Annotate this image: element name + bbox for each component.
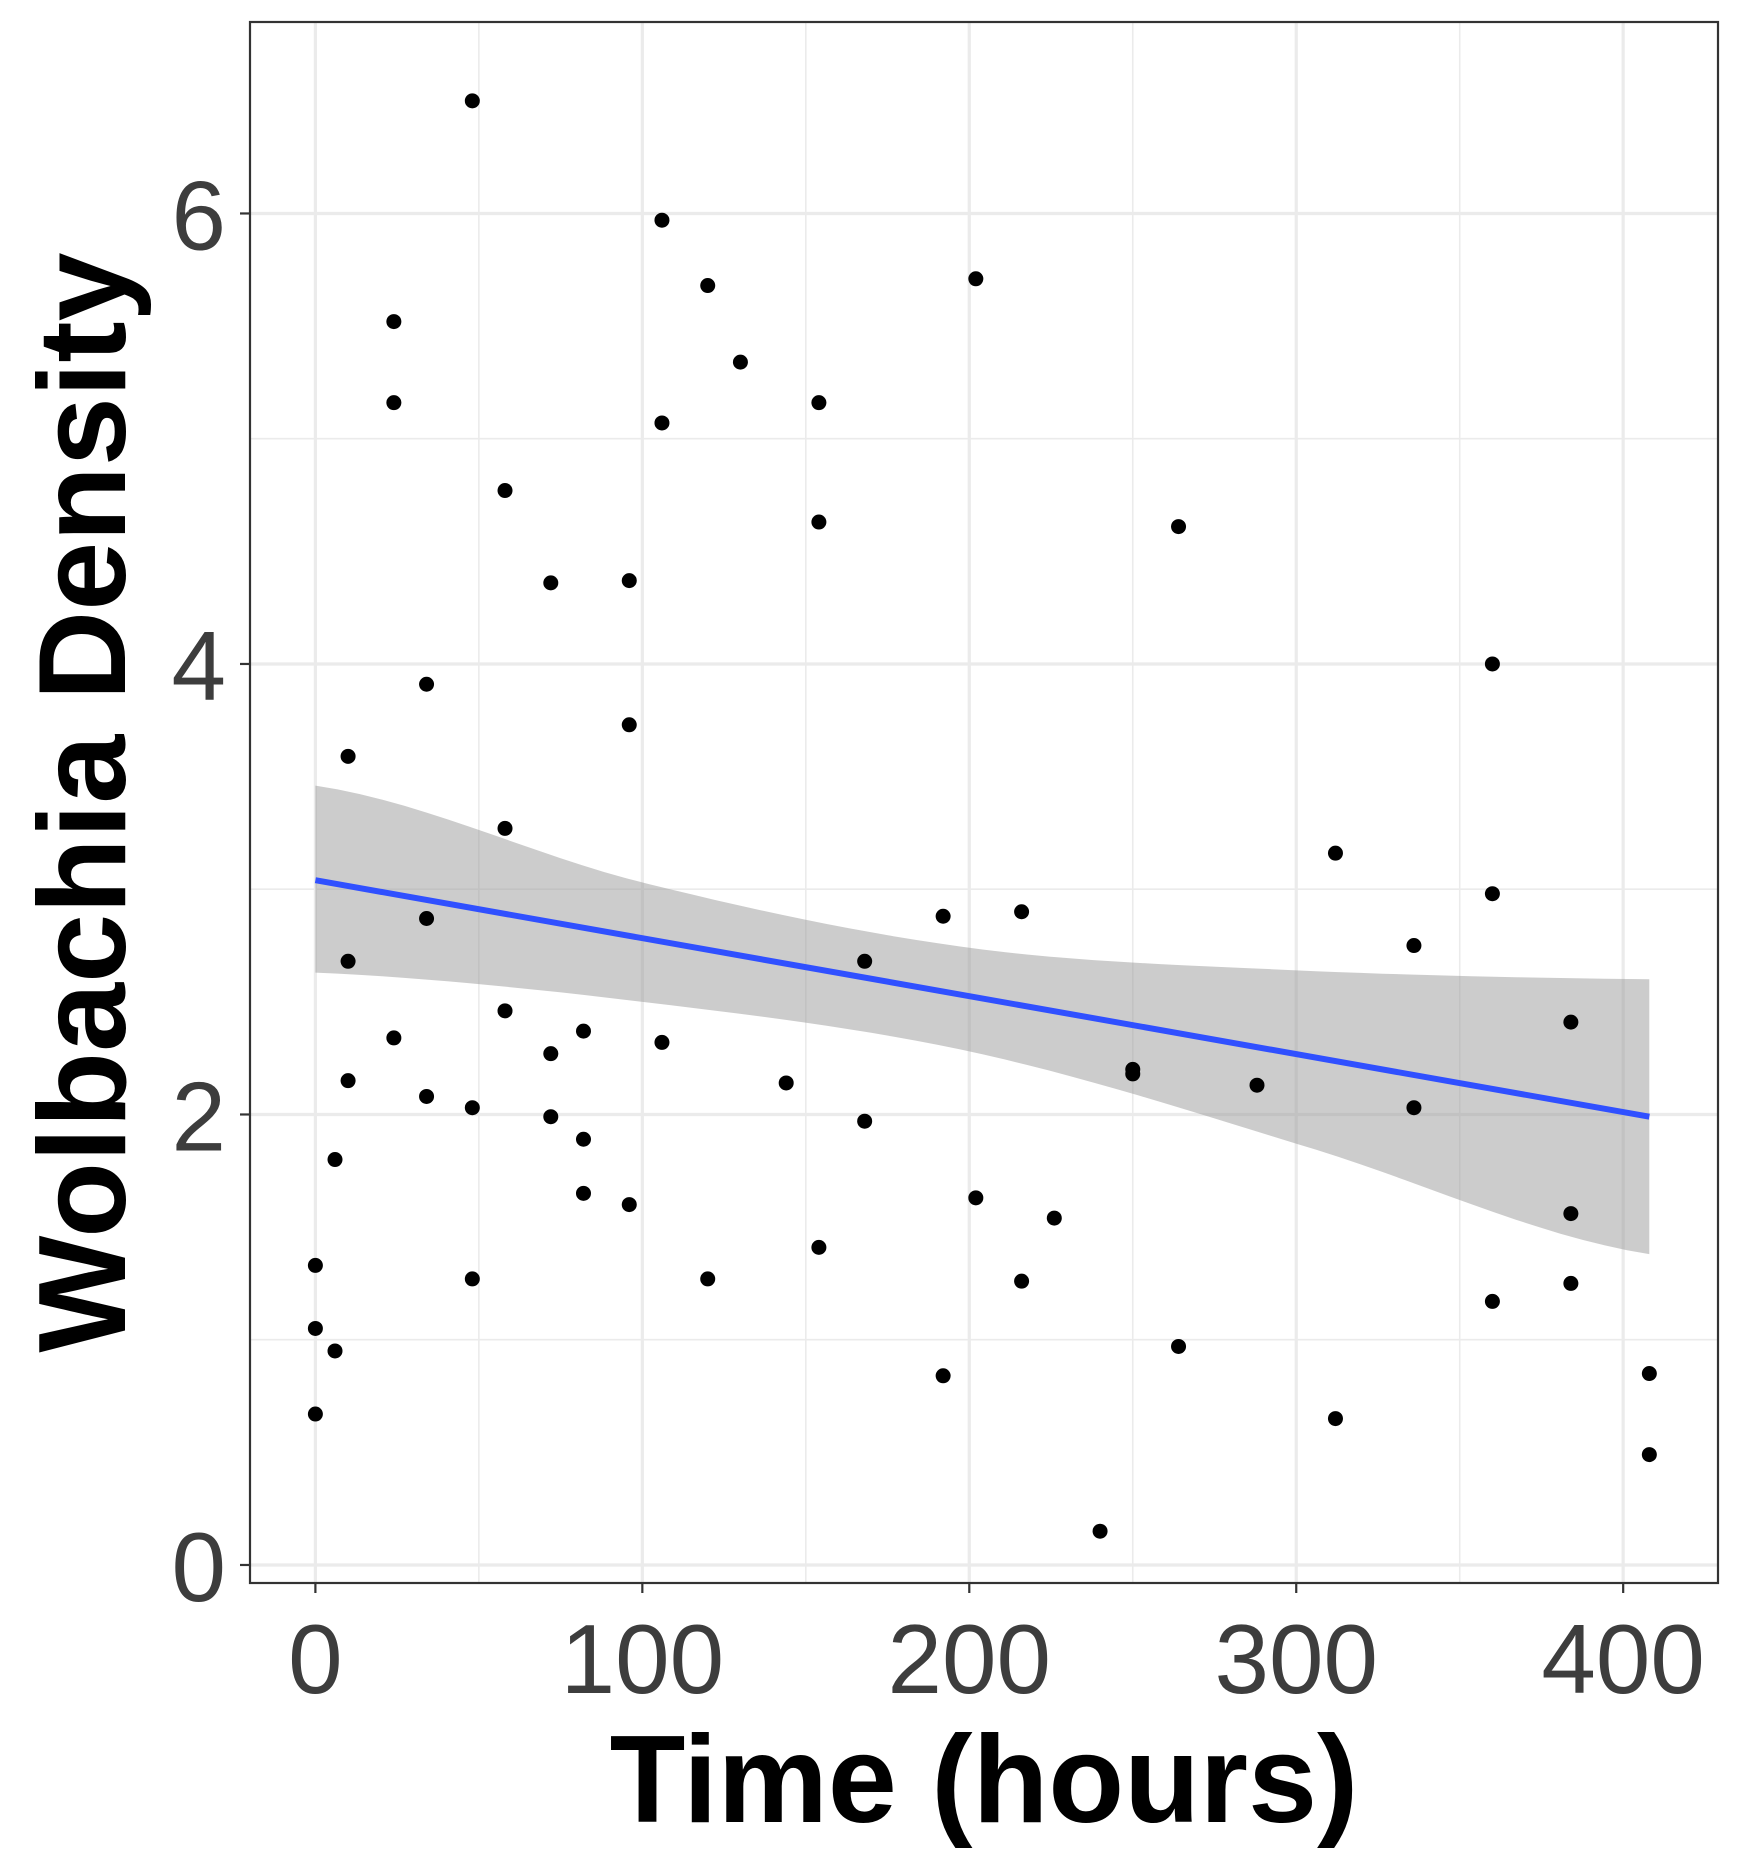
data-point xyxy=(1171,1338,1187,1354)
data-point xyxy=(1641,1447,1657,1463)
data-point xyxy=(811,1239,827,1255)
confidence-band xyxy=(315,785,1650,1255)
data-point xyxy=(857,1113,873,1129)
data-point xyxy=(621,717,637,733)
data-point xyxy=(1484,886,1500,902)
data-point xyxy=(1171,519,1187,535)
y-tick-label: 0 xyxy=(171,1512,226,1622)
x-tick-label: 400 xyxy=(1541,1604,1705,1714)
data-point xyxy=(1249,1077,1265,1093)
x-tick-label: 100 xyxy=(561,1604,725,1714)
data-point xyxy=(340,748,356,764)
data-point xyxy=(327,1343,343,1359)
data-point xyxy=(1484,1293,1500,1309)
data-point xyxy=(543,1046,559,1062)
data-point xyxy=(327,1152,343,1168)
data-point xyxy=(543,575,559,591)
data-point xyxy=(386,395,402,411)
data-point xyxy=(497,1003,513,1019)
data-point xyxy=(386,1030,402,1046)
x-tick-label: 300 xyxy=(1214,1604,1378,1714)
data-point xyxy=(464,1271,480,1287)
y-axis-title: Wolbachia Density xyxy=(14,252,152,1352)
data-point xyxy=(654,212,670,228)
data-point xyxy=(340,953,356,969)
data-point xyxy=(543,1109,559,1125)
regression-line xyxy=(314,877,1650,1120)
data-point xyxy=(700,278,716,294)
data-point xyxy=(575,1185,591,1201)
data-point xyxy=(575,1131,591,1147)
data-point xyxy=(700,1271,716,1287)
data-point xyxy=(654,1034,670,1050)
data-point xyxy=(1327,845,1343,861)
data-point xyxy=(935,1368,951,1384)
data-point xyxy=(654,415,670,431)
data-point xyxy=(1125,1066,1141,1082)
major-gridlines xyxy=(250,22,1718,1583)
data-point xyxy=(968,271,984,287)
plot-panel xyxy=(250,22,1718,1583)
y-tick-label: 6 xyxy=(171,160,226,270)
data-point xyxy=(857,953,873,969)
y-tick-label: 2 xyxy=(171,1061,226,1171)
data-point xyxy=(1327,1411,1343,1427)
data-point xyxy=(464,1100,480,1116)
data-point xyxy=(1406,1100,1422,1116)
y-axis: 0 2 4 6 xyxy=(171,160,250,1622)
data-point xyxy=(340,1073,356,1089)
data-point xyxy=(968,1190,984,1206)
data-point xyxy=(1406,938,1422,954)
data-point xyxy=(307,1406,323,1422)
x-tick-label: 0 xyxy=(288,1604,343,1714)
data-point xyxy=(1092,1523,1108,1539)
panel-border xyxy=(248,20,1720,1585)
y-tick-label: 4 xyxy=(171,611,226,721)
data-point xyxy=(1563,1206,1579,1222)
data-point xyxy=(1484,656,1500,672)
data-point xyxy=(778,1075,794,1091)
x-tick-label: 200 xyxy=(888,1604,1052,1714)
x-axis-title: Time (hours) xyxy=(610,1711,1359,1849)
data-point xyxy=(419,911,435,927)
data-point xyxy=(464,93,480,109)
data-point xyxy=(811,395,827,411)
data-points xyxy=(307,93,1657,1539)
data-point xyxy=(621,573,637,589)
data-point xyxy=(1014,904,1030,920)
data-point xyxy=(497,820,513,836)
data-point xyxy=(1014,1273,1030,1289)
data-point xyxy=(497,483,513,499)
data-point xyxy=(1563,1014,1579,1030)
minor-gridlines xyxy=(250,22,1718,1583)
data-point xyxy=(732,354,748,370)
data-point xyxy=(575,1023,591,1039)
data-point xyxy=(419,1088,435,1104)
data-point xyxy=(811,514,827,530)
data-point xyxy=(1046,1210,1062,1226)
data-point xyxy=(386,314,402,330)
data-point xyxy=(307,1257,323,1273)
data-point xyxy=(1563,1275,1579,1291)
data-point xyxy=(621,1197,637,1213)
data-point xyxy=(1641,1366,1657,1382)
x-axis: 0 100 200 300 400 xyxy=(288,1583,1705,1714)
data-point xyxy=(307,1320,323,1336)
data-point xyxy=(935,908,951,924)
data-point xyxy=(419,676,435,692)
